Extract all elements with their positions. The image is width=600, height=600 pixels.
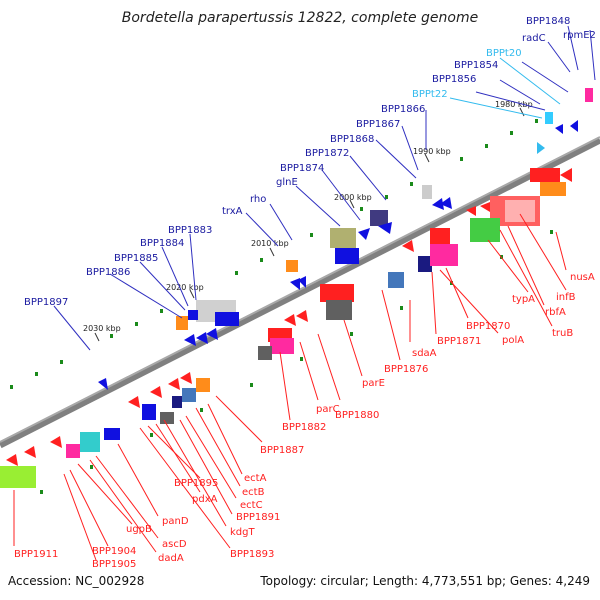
accession-text: Accession: NC_002928 (8, 574, 145, 588)
label-sdaA: sdaA (412, 348, 437, 359)
label-BPP1887: BPP1887 (260, 445, 304, 456)
label-kdgT: kdgT (230, 527, 255, 538)
label-glnE: glnE (276, 177, 298, 188)
label-BPP1885: BPP1885 (114, 253, 158, 264)
label-dadA: dadA (158, 553, 184, 564)
label-BPP1886: BPP1886 (86, 267, 130, 278)
label-BPP1883: BPP1883 (168, 225, 212, 236)
tick-label-2030: 2030 kbp (83, 324, 121, 333)
label-truB: truB (552, 328, 573, 339)
label-BPP1891: BPP1891 (236, 512, 280, 523)
reverse-genes (0, 168, 572, 488)
upper-labels: rpmE2 BPP1848 radC BPPt20 BPP1854 BPP185… (24, 16, 596, 308)
label-BPPt22: BPPt22 (412, 89, 448, 100)
label-BPP1866: BPP1866 (381, 104, 425, 115)
label-BPP1874: BPP1874 (280, 163, 324, 174)
label-radC: radC (522, 33, 546, 44)
label-infB: infB (556, 292, 576, 303)
label-ectB: ectB (242, 487, 265, 498)
label-BPP1854: BPP1854 (454, 60, 498, 71)
label-BPP1872: BPP1872 (305, 148, 349, 159)
leader-lines-lower (13, 213, 567, 561)
label-parE: parE (362, 378, 385, 389)
tick-label-1990: 1990 kbp (413, 147, 451, 156)
label-ectA: ectA (244, 473, 267, 484)
label-BPP1911: BPP1911 (14, 549, 58, 560)
forward-genes (98, 88, 593, 390)
label-BPP1870: BPP1870 (466, 321, 510, 332)
label-BPP1876: BPP1876 (384, 364, 428, 375)
genome-summary-text: Topology: circular; Length: 4,773,551 bp… (260, 574, 590, 588)
label-parC: parC (316, 404, 340, 415)
label-BPP1856: BPP1856 (432, 74, 476, 85)
label-polA: polA (502, 335, 524, 346)
scale-ticks (94, 107, 525, 342)
label-BPP1904: BPP1904 (92, 546, 136, 557)
label-pdxA: pdxA (192, 494, 218, 505)
label-BPP1884: BPP1884 (140, 238, 184, 249)
label-rho: rho (250, 194, 266, 205)
label-BPP1897: BPP1897 (24, 297, 68, 308)
label-rbfA: rbfA (545, 307, 566, 318)
label-BPP1868: BPP1868 (330, 134, 374, 145)
lower-labels: nusA infB rbfA truB typA polA BPP1870 BP… (14, 272, 595, 570)
label-BPP1880: BPP1880 (335, 410, 379, 421)
label-panD: panD (162, 516, 189, 527)
tick-label-2010: 2010 kbp (251, 239, 289, 248)
label-BPP1871: BPP1871 (437, 336, 481, 347)
label-BPP1905: BPP1905 (92, 559, 136, 570)
label-BPP1895: BPP1895 (174, 478, 218, 489)
gc-dots-outer (10, 93, 588, 389)
label-BPP1848: BPP1848 (526, 16, 570, 27)
map-title: Bordetella parapertussis 12822, complete… (121, 10, 479, 26)
label-ascD: ascD (162, 539, 187, 550)
leader-lines-upper (53, 25, 596, 351)
label-nusA: nusA (570, 272, 595, 283)
label-rpmE2: rpmE2 (563, 30, 596, 41)
label-BPP1867: BPP1867 (356, 119, 400, 130)
tick-label-2000: 2000 kbp (334, 193, 372, 202)
label-ugpB: ugpB (126, 524, 152, 535)
label-BPP1893: BPP1893 (230, 549, 274, 560)
leader-lines-trna (449, 57, 561, 119)
genome-backbone (0, 136, 600, 449)
tick-label-2020: 2020 kbp (166, 283, 204, 292)
label-typA: typA (512, 294, 535, 305)
label-trxA: trxA (222, 206, 243, 217)
label-BPP1882: BPP1882 (282, 422, 326, 433)
tick-label-1980: 1980 kbp (495, 100, 533, 109)
label-BPPt20: BPPt20 (486, 48, 522, 59)
label-ectC: ectC (240, 500, 263, 511)
